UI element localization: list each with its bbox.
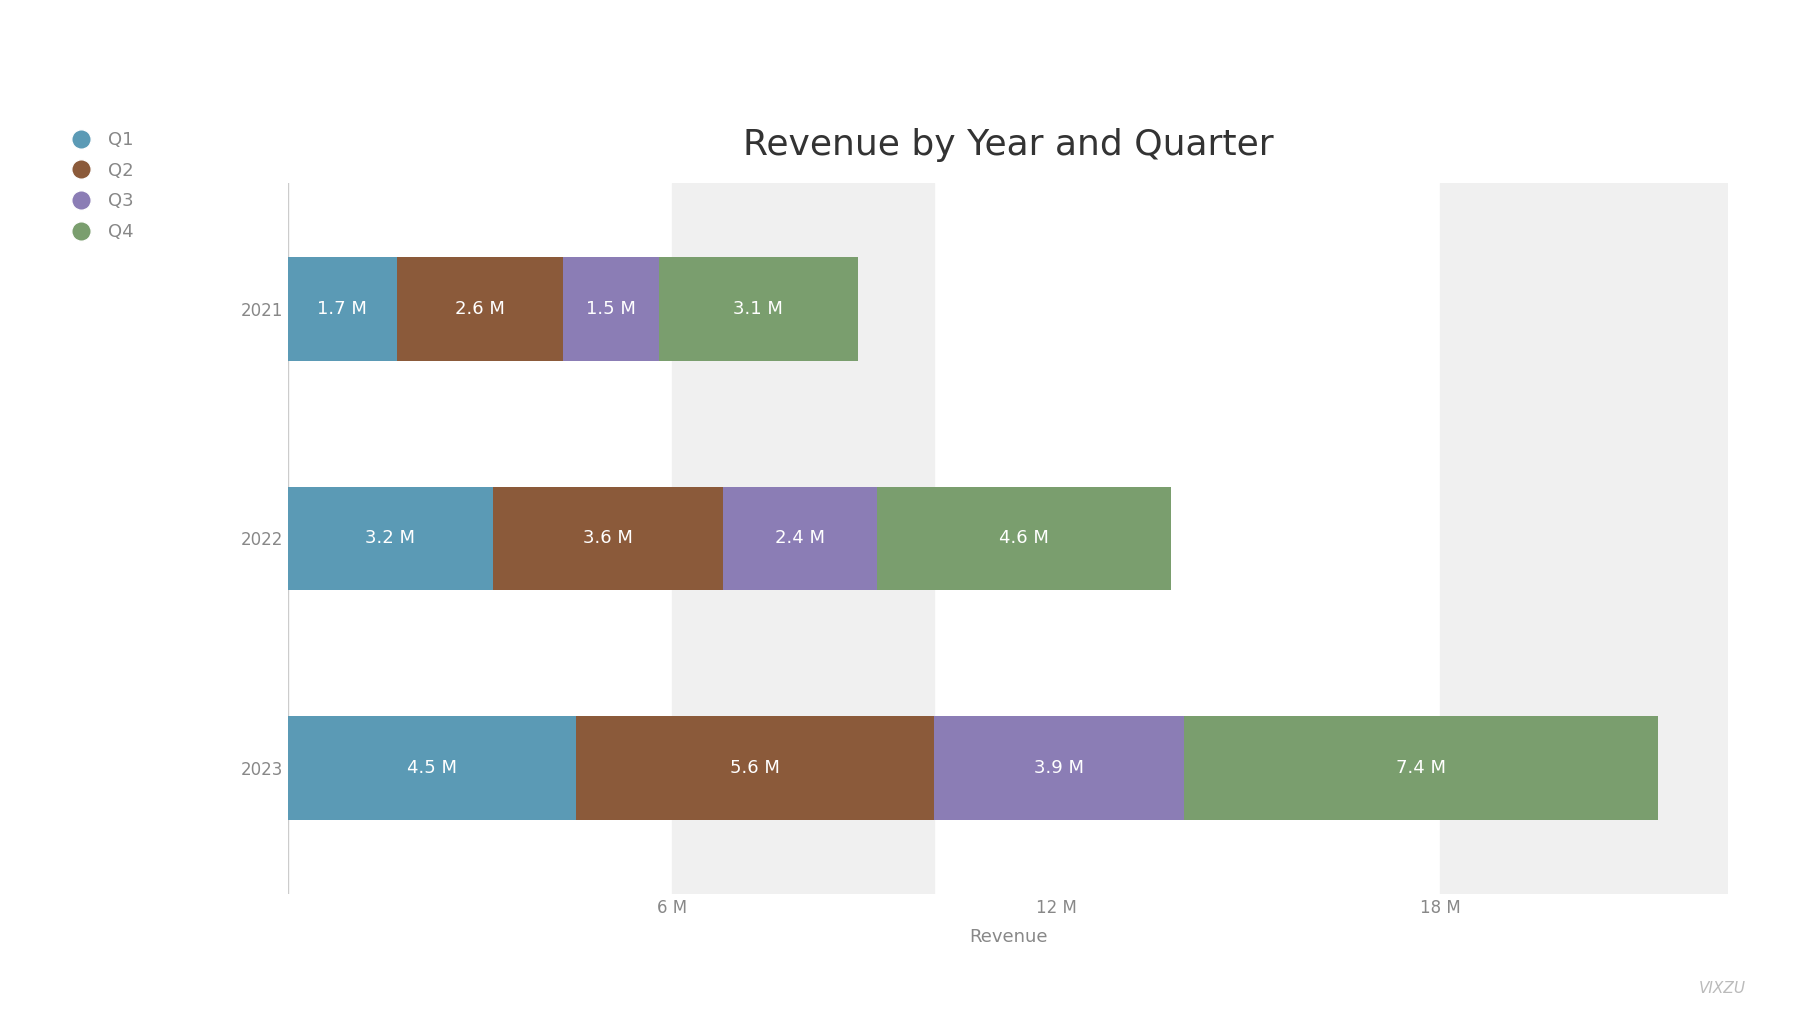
Text: VIXZU: VIXZU: [1699, 980, 1746, 996]
Bar: [877, 487, 1172, 590]
Bar: [576, 716, 934, 820]
Bar: [563, 257, 659, 361]
Title: Revenue by Year and Quarter: Revenue by Year and Quarter: [743, 128, 1273, 163]
Text: 2.4 M: 2.4 M: [776, 529, 824, 548]
Text: 7.4 M: 7.4 M: [1395, 759, 1445, 777]
Text: 4.5 M: 4.5 M: [407, 759, 457, 777]
Bar: [493, 487, 724, 590]
Bar: [934, 716, 1184, 820]
Text: 3.9 M: 3.9 M: [1035, 759, 1084, 777]
Bar: [288, 716, 576, 820]
Text: 3.1 M: 3.1 M: [733, 300, 783, 318]
Bar: [288, 487, 493, 590]
Text: 3.6 M: 3.6 M: [583, 529, 634, 548]
Text: 5.6 M: 5.6 M: [731, 759, 779, 777]
Bar: [671, 183, 934, 894]
Text: 1.7 M: 1.7 M: [317, 300, 367, 318]
Legend: Q1, Q2, Q3, Q4: Q1, Q2, Q3, Q4: [63, 131, 133, 241]
Text: 1.5 M: 1.5 M: [587, 300, 635, 318]
Text: 3.2 M: 3.2 M: [365, 529, 416, 548]
Bar: [396, 257, 563, 361]
Text: 4.6 M: 4.6 M: [999, 529, 1049, 548]
Bar: [724, 487, 877, 590]
Bar: [288, 257, 396, 361]
X-axis label: Revenue: Revenue: [968, 928, 1048, 946]
Bar: [1184, 716, 1658, 820]
Text: 2.6 M: 2.6 M: [455, 300, 506, 318]
Bar: [659, 257, 857, 361]
Bar: [1440, 183, 1728, 894]
